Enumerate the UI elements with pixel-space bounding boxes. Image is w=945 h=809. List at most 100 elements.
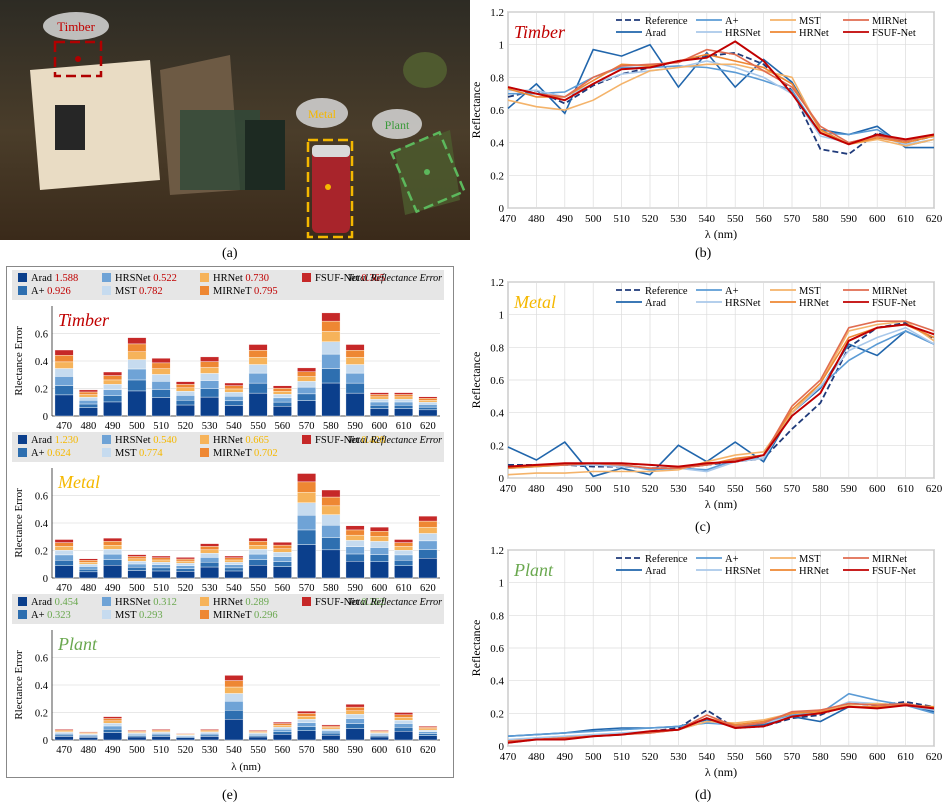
bar-segment-hrsnet bbox=[54, 733, 74, 736]
bar-segment-hrnet bbox=[321, 727, 341, 730]
bar-segment-fsuf-net bbox=[78, 731, 98, 733]
plant-box bbox=[389, 130, 467, 214]
bar-segment-a+ bbox=[78, 403, 98, 408]
bar-segment-hrnet bbox=[151, 368, 171, 375]
bar-segment-a+ bbox=[272, 731, 292, 735]
bar-segment-a+ bbox=[127, 735, 147, 738]
x-tick-label: 620 bbox=[420, 745, 436, 756]
x-tick-label: 500 bbox=[585, 213, 602, 225]
can-object bbox=[312, 145, 350, 233]
series-line-hrnet bbox=[507, 53, 935, 146]
x-tick-label: 560 bbox=[755, 213, 772, 225]
y-axis-label: Rlectance Error bbox=[13, 326, 25, 396]
bar-segment-fsuf-net bbox=[103, 371, 123, 376]
bar-subplot-timber: Arad 1.588 A+ 0.926 HRSNet 0.522 MST 0.782 H… bbox=[12, 270, 444, 432]
bar-segment-arad bbox=[345, 392, 365, 417]
x-tick-label: 580 bbox=[812, 213, 829, 225]
legend-entry: HRNet bbox=[799, 298, 829, 309]
legend-entry: MIRNet bbox=[872, 286, 907, 297]
bar-segment-fsuf-net bbox=[54, 728, 74, 731]
series-line-fsuf-net bbox=[507, 40, 935, 146]
bar-segment-hrsnet bbox=[151, 381, 171, 390]
legend-entry: Reference bbox=[645, 554, 688, 565]
bar-segment-fsuf-net bbox=[175, 557, 195, 560]
bar-segment-mst bbox=[394, 398, 414, 403]
x-tick-label: 610 bbox=[897, 483, 914, 495]
bar-segment-hrsnet bbox=[272, 397, 292, 403]
bar-segment-mirnet bbox=[297, 481, 317, 493]
bar-segment-fsuf-net bbox=[248, 730, 268, 732]
bar-segment-hrnet bbox=[297, 376, 317, 382]
bar-segment-arad bbox=[127, 736, 147, 741]
legend-method-name: FSUF-Net bbox=[315, 435, 361, 446]
legend-entry: HRSNet 0.522 bbox=[115, 273, 177, 284]
bar-segment-hrsnet bbox=[224, 701, 244, 711]
bar-segment-mst bbox=[127, 560, 147, 565]
chart-title: Metal bbox=[57, 472, 100, 492]
legend-entry: A+ bbox=[725, 16, 739, 27]
bar-segment-hrsnet bbox=[418, 404, 438, 408]
x-tick-label: 490 bbox=[557, 751, 574, 763]
x-tick-label: 610 bbox=[897, 213, 914, 225]
y-tick-label: 0 bbox=[499, 741, 505, 753]
bar-segment-fsuf-net bbox=[345, 704, 365, 708]
legend-entry: Arad 0.454 bbox=[31, 597, 79, 608]
legend-method-name: FSUF-Net bbox=[315, 597, 361, 608]
legend-swatch bbox=[200, 273, 209, 282]
legend-method-total: 0.624 bbox=[47, 448, 71, 459]
y-tick-label: 0 bbox=[499, 473, 505, 485]
bar-segment-hrnet bbox=[175, 387, 195, 392]
legend-entry: HRNet 0.730 bbox=[213, 273, 269, 284]
bar-segment-hrnet bbox=[78, 562, 98, 565]
x-tick-label: 480 bbox=[81, 583, 97, 594]
x-tick-label: 500 bbox=[129, 421, 145, 432]
bar-segment-hrsnet bbox=[175, 395, 195, 401]
bar-segment-fsuf-net bbox=[272, 385, 292, 389]
bar-segment-mst bbox=[200, 553, 220, 558]
can-top bbox=[312, 145, 350, 157]
bar-segment-fsuf-net bbox=[369, 730, 389, 732]
bar-segment-mirnet bbox=[418, 520, 438, 528]
bar-segment-mirnet bbox=[127, 343, 147, 352]
bar-segment-hrsnet bbox=[418, 731, 438, 734]
y-tick-label: 0 bbox=[43, 574, 48, 585]
y-tick-label: 0.4 bbox=[490, 408, 504, 420]
y-tick-label: 0.6 bbox=[490, 105, 504, 117]
x-tick-label: 530 bbox=[670, 213, 687, 225]
bar-segment-mirnet bbox=[54, 355, 74, 363]
legend-entry: HRNet 0.665 bbox=[213, 435, 269, 446]
legend-entry: MIRNeT 0.296 bbox=[213, 610, 278, 621]
metal-label: Metal bbox=[308, 107, 337, 121]
x-tick-label: 470 bbox=[56, 421, 72, 432]
bar-segment-a+ bbox=[103, 395, 123, 403]
plant-ball bbox=[403, 52, 447, 88]
bar-segment-mst bbox=[54, 368, 74, 377]
bar-segment-mst bbox=[151, 374, 171, 382]
legend-swatch bbox=[200, 610, 209, 619]
x-tick-label: 580 bbox=[812, 483, 829, 495]
x-tick-label: 560 bbox=[275, 583, 291, 594]
bar-segment-fsuf-net bbox=[272, 542, 292, 546]
bar-segment-mst bbox=[248, 364, 268, 374]
legend-entry: Arad bbox=[645, 28, 667, 39]
scene-photo: Timber Metal Plant bbox=[0, 0, 470, 240]
x-tick-label: 470 bbox=[56, 745, 72, 756]
legend-swatch bbox=[302, 435, 311, 444]
bar-segment-hrnet bbox=[418, 728, 438, 731]
bar-segment-mst bbox=[175, 391, 195, 396]
y-tick-label: 0 bbox=[43, 736, 48, 747]
x-tick-label: 600 bbox=[372, 583, 388, 594]
legend-entry: A+ bbox=[725, 286, 739, 297]
panel-label-e: (e) bbox=[222, 788, 238, 803]
panel-label-a: (a) bbox=[222, 246, 238, 261]
bar-segment-a+ bbox=[418, 733, 438, 736]
bar-segment-hrnet bbox=[248, 545, 268, 550]
bar-segment-arad bbox=[321, 382, 341, 417]
y-tick-label: 0.4 bbox=[490, 676, 504, 688]
bar-segment-mst bbox=[369, 398, 389, 403]
bar-segment-arad bbox=[418, 735, 438, 741]
y-axis-label: Reflectance bbox=[469, 352, 483, 409]
legend-method-total: 0.312 bbox=[153, 597, 177, 608]
y-tick-label: 0.8 bbox=[490, 610, 504, 622]
bar-segment-arad bbox=[418, 558, 438, 579]
